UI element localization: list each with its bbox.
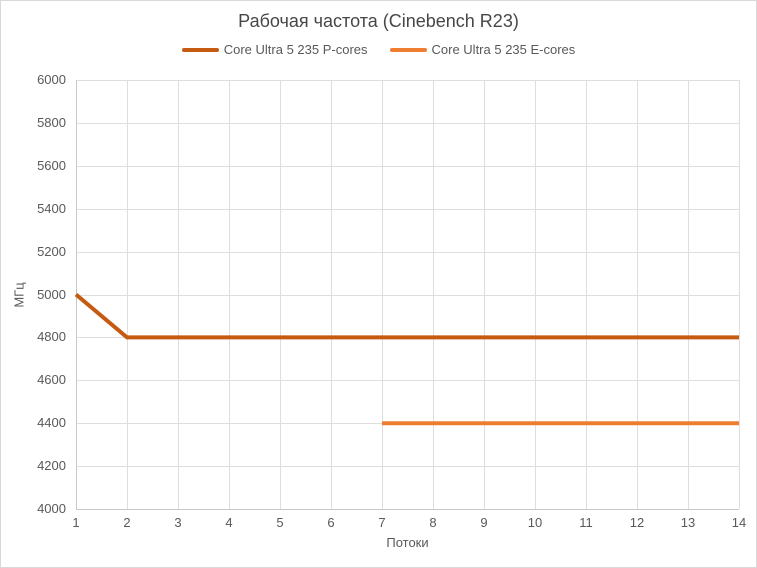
chart-legend: Core Ultra 5 235 P-cores Core Ultra 5 23…: [1, 42, 756, 57]
x-tick-label: 14: [731, 515, 747, 530]
legend-item-p-cores: Core Ultra 5 235 P-cores: [181, 42, 368, 57]
x-tick-label: 10: [527, 515, 543, 530]
y-tick-label: 5800: [37, 115, 66, 130]
x-tick-label: 2: [123, 515, 131, 530]
y-tick-label: 5200: [37, 244, 66, 259]
y-tick-label: 4000: [37, 501, 66, 516]
x-tick-label: 6: [327, 515, 335, 530]
y-tick-label: 6000: [37, 72, 66, 87]
series-line-0: [74, 292, 739, 340]
x-tick-label: 8: [429, 515, 437, 530]
y-tick-label: 4400: [37, 415, 66, 430]
y-tick-label: 4600: [37, 372, 66, 387]
x-tick-label: 3: [174, 515, 182, 530]
legend-label-e-cores: Core Ultra 5 235 E-cores: [431, 42, 576, 57]
legend-item-e-cores: Core Ultra 5 235 E-cores: [389, 42, 576, 57]
x-tick-label: 11: [579, 515, 593, 530]
x-axis-title: Потоки: [386, 535, 429, 550]
legend-swatch-e-cores: [389, 47, 427, 52]
x-tick-label: 9: [480, 515, 488, 530]
x-tick-label: 4: [225, 515, 233, 530]
y-tick-label: 5600: [37, 158, 66, 173]
x-tick-label: 13: [680, 515, 696, 530]
chart-title: Рабочая частота (Cinebench R23): [238, 11, 519, 31]
x-tick-label: 7: [378, 515, 386, 530]
y-tick-label: 5000: [37, 287, 66, 302]
x-tick-label: 5: [276, 515, 284, 530]
y-tick-label: 4800: [37, 329, 66, 344]
x-tick-label: 12: [629, 515, 645, 530]
legend-label-p-cores: Core Ultra 5 235 P-cores: [223, 42, 368, 57]
y-tick-label: 5400: [37, 201, 66, 216]
y-tick-label: 4200: [37, 458, 66, 473]
x-tick-label: 1: [72, 515, 80, 530]
y-axis-title: МГц: [11, 282, 27, 308]
legend-swatch-p-cores: [181, 47, 219, 52]
